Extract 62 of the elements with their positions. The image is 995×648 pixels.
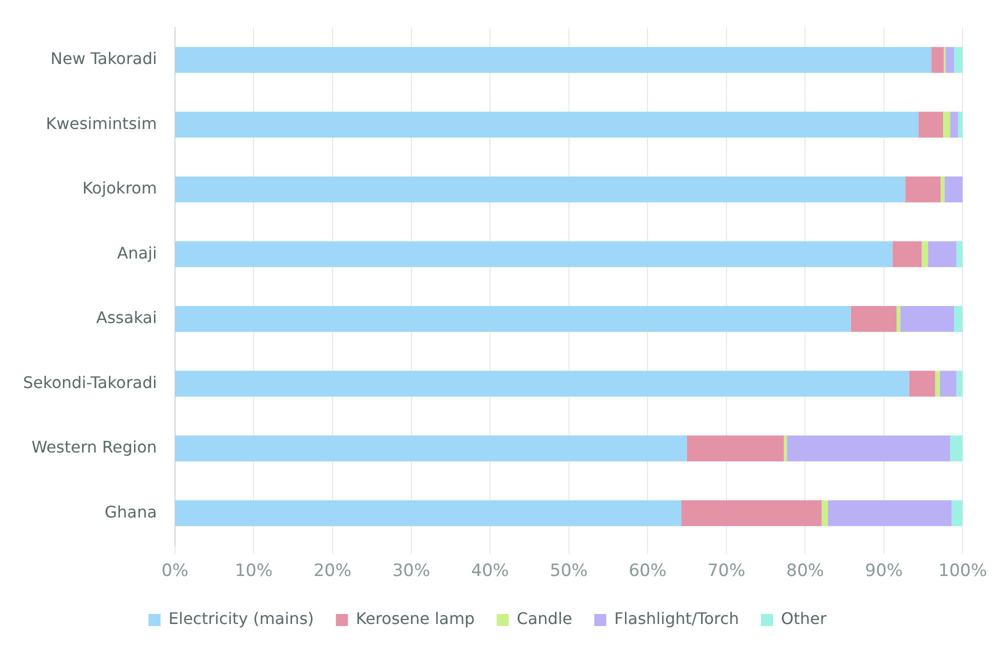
bar [175, 241, 893, 268]
bar [686, 436, 784, 462]
bar [940, 370, 956, 397]
x-tick-label: 40% [471, 561, 509, 582]
bar [175, 500, 682, 526]
legend-label: Kerosene lamp [356, 609, 475, 628]
bar [945, 47, 954, 73]
bar [900, 306, 954, 332]
x-tick-label: 0% [161, 561, 188, 582]
y-tick-label: Kojokrom [82, 178, 157, 198]
y-tick-label: Anaji [117, 243, 157, 262]
bar [928, 241, 956, 268]
bar [850, 306, 897, 332]
bar [784, 436, 788, 462]
bar [892, 241, 922, 268]
y-tick-label: New Takoradi [50, 49, 157, 68]
x-tick-label: 20% [314, 561, 352, 582]
bar [896, 306, 900, 332]
y-tick-label: Assakai [96, 308, 157, 328]
legend-label: Other [781, 609, 827, 628]
bar [944, 176, 963, 202]
x-tick-label: 100% [938, 561, 988, 582]
x-tick-label: 70% [707, 561, 746, 582]
x-tick-label: 50% [550, 561, 588, 582]
bar [905, 176, 941, 202]
legend-label: Electricity (mains) [168, 609, 314, 628]
bar [175, 370, 910, 397]
bar [931, 47, 944, 73]
legend-label: Candle [516, 609, 572, 628]
bar [950, 436, 963, 462]
bar [956, 370, 963, 397]
bar [958, 112, 963, 138]
bar [956, 241, 963, 268]
x-tick-label: 90% [865, 561, 903, 582]
y-tick-label: Sekondi-Takoradi [22, 372, 157, 392]
bar [822, 500, 828, 526]
bar [175, 176, 906, 202]
bar [954, 47, 963, 73]
bar [175, 436, 687, 462]
x-tick-label: 80% [786, 561, 824, 582]
bar [952, 500, 963, 526]
y-tick-label: Western Region [31, 438, 157, 457]
bar [175, 47, 932, 73]
bar [943, 112, 950, 138]
bar [909, 370, 936, 397]
legend-label: Flashlight/Torch [614, 609, 740, 628]
bar [954, 306, 963, 332]
y-tick-label: Ghana [104, 502, 157, 522]
x-tick-label: 30% [392, 561, 430, 582]
bar [828, 500, 952, 526]
x-tick-label: 60% [628, 561, 666, 582]
bar [175, 112, 919, 138]
bar [681, 500, 822, 526]
bar [940, 176, 945, 202]
bar [787, 436, 950, 462]
bar [175, 306, 851, 332]
bar [950, 112, 958, 138]
bar [922, 241, 928, 268]
y-tick-label: Kwesimintsim [46, 114, 157, 133]
x-tick-label: 10% [234, 561, 273, 582]
bar [935, 370, 940, 397]
bar [918, 112, 944, 138]
